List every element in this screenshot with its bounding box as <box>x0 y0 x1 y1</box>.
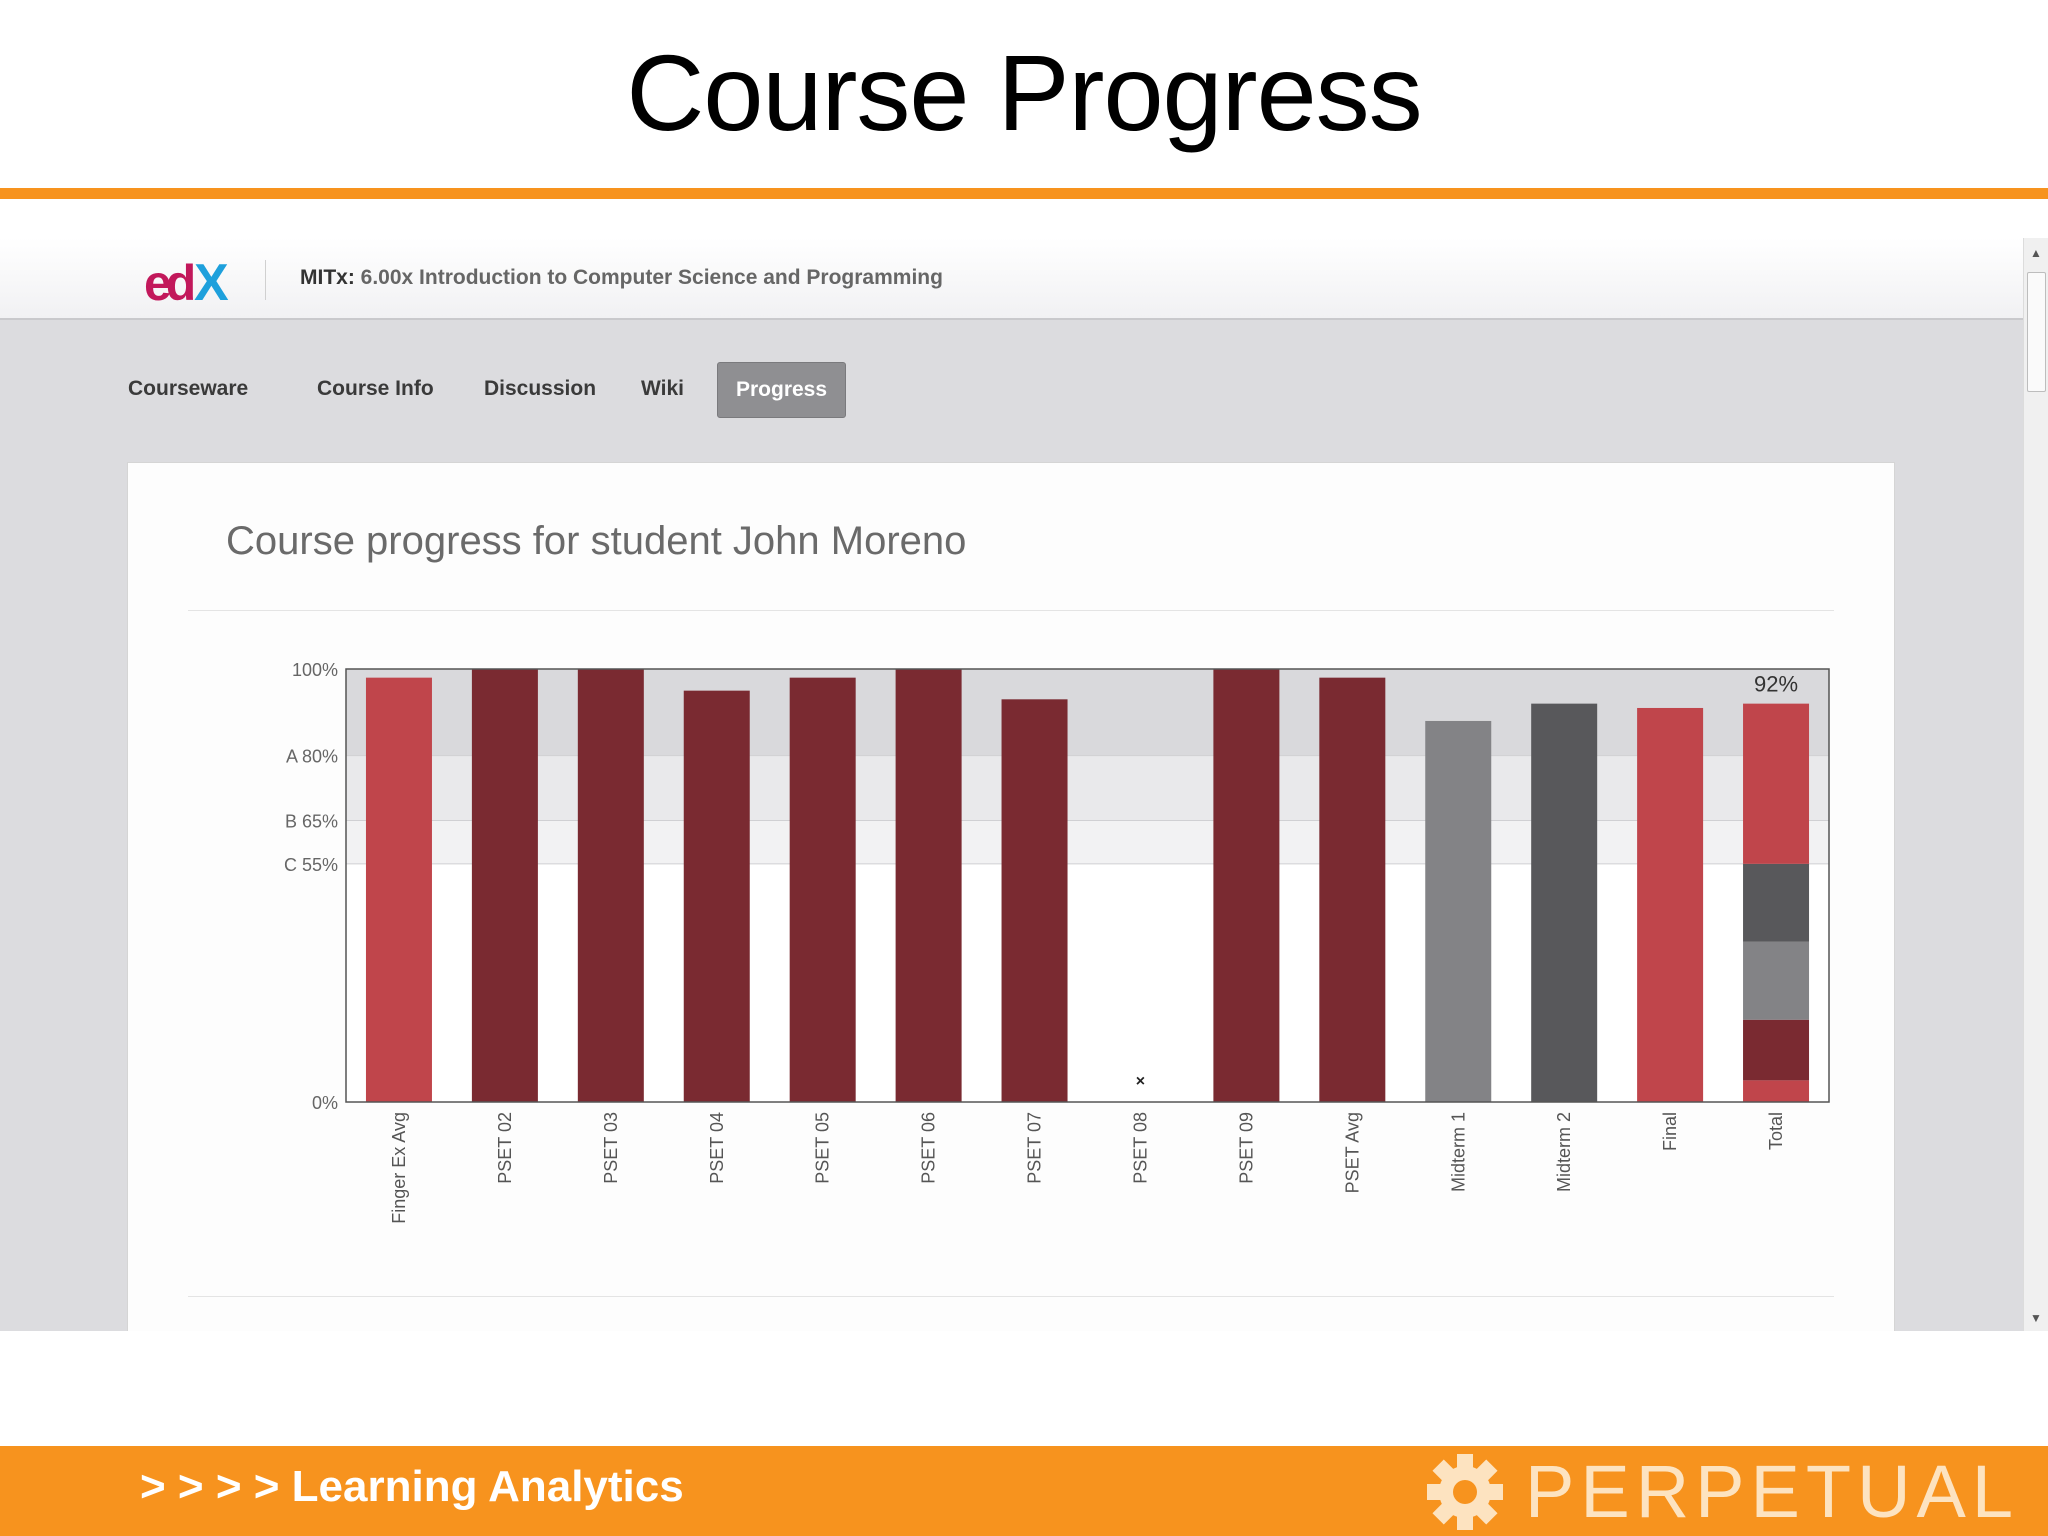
course-org: MITx: <box>300 266 355 289</box>
total-stack-segment <box>1743 1019 1810 1081</box>
title-rule <box>0 188 2048 199</box>
score-bar <box>1637 707 1704 1102</box>
tab-discussion[interactable]: Discussion <box>484 377 597 400</box>
y-tick-label: C 55% <box>284 855 338 875</box>
scrollbar[interactable]: ▲ ▼ <box>2023 238 2048 1331</box>
browser-viewport: ed X MITx: 6.00x Introduction to Compute… <box>0 238 2048 1331</box>
x-tick-label: PSET 02 <box>495 1112 515 1184</box>
progress-heading: Course progress for student John Moreno <box>226 519 967 563</box>
y-tick-label: 0% <box>312 1093 338 1113</box>
score-bar <box>683 690 750 1102</box>
scroll-up-arrow-icon[interactable]: ▲ <box>2030 246 2042 260</box>
score-bar <box>1531 703 1598 1102</box>
grade-band-fail <box>346 863 1829 1102</box>
scroll-thumb[interactable] <box>2027 272 2046 392</box>
progress-chart: 100% A 80% B 65% C 55% 0% Finger Ex Avg PSET 0… <box>284 660 1830 1224</box>
edx-header: ed X MITx: 6.00x Introduction to Compute… <box>0 238 2024 320</box>
score-bar <box>577 669 644 1102</box>
total-stack-segment <box>1743 1080 1810 1102</box>
svg-text:X: X <box>194 256 229 308</box>
y-tick-label: A 80% <box>286 747 338 767</box>
missing-score-marker: × <box>1136 1073 1145 1090</box>
y-tick-label: B 65% <box>285 812 338 832</box>
score-bar <box>1319 677 1386 1102</box>
score-bar <box>1001 699 1068 1102</box>
score-bar <box>1213 669 1280 1102</box>
grade-band-a <box>346 669 1829 756</box>
x-tick-label: PSET 05 <box>813 1112 833 1184</box>
score-bar <box>365 677 432 1102</box>
tab-wiki[interactable]: Wiki <box>641 377 684 400</box>
score-bar <box>895 669 962 1102</box>
footer-bar: > > > > Learning Analytics PERPETUAL <box>0 1446 2048 1536</box>
tab-progress[interactable]: Progress <box>717 362 847 418</box>
y-tick-label: 100% <box>292 660 338 680</box>
slide-title: Course Progress <box>626 32 1422 153</box>
x-tick-label: PSET 08 <box>1130 1112 1150 1184</box>
x-tick-label: PSET 06 <box>919 1112 939 1184</box>
course-name: 6.00x Introduction to Computer Science a… <box>360 266 943 289</box>
grade-band-c <box>346 820 1829 864</box>
x-tick-label: PSET 07 <box>1025 1112 1045 1184</box>
perpetual-wordmark: PERPETUAL <box>1525 1450 2020 1533</box>
x-tick-label: Total <box>1766 1112 1786 1150</box>
total-stack-segment <box>1743 941 1810 1020</box>
total-stack-segment <box>1743 863 1810 942</box>
x-tick-label: Midterm 2 <box>1554 1112 1574 1192</box>
header-divider <box>265 260 266 300</box>
chart-bottom-rule <box>188 1296 1834 1297</box>
total-stack-segment <box>1743 703 1810 864</box>
total-value-label: 92% <box>1754 672 1798 697</box>
score-bar <box>1425 720 1492 1102</box>
x-tick-label: PSET 09 <box>1236 1112 1256 1184</box>
x-tick-label: PSET 04 <box>707 1112 727 1184</box>
tab-course-info[interactable]: Course Info <box>317 377 434 400</box>
x-tick-label: Midterm 1 <box>1448 1112 1468 1192</box>
gear-icon <box>1427 1454 1503 1530</box>
x-tick-label: Final <box>1660 1112 1680 1151</box>
score-bar <box>471 669 538 1102</box>
course-title: MITx: 6.00x Introduction to Computer Sci… <box>300 266 943 290</box>
scroll-down-arrow-icon[interactable]: ▼ <box>2030 1311 2042 1325</box>
x-tick-label: Finger Ex Avg <box>389 1112 409 1224</box>
grade-band-b <box>346 755 1829 821</box>
progress-panel: Course progress for student John Moreno … <box>127 462 1895 1331</box>
svg-text:ed: ed <box>144 256 194 308</box>
edx-logo[interactable]: ed X <box>144 256 244 308</box>
score-bar <box>789 677 856 1102</box>
plot-frame <box>345 668 1830 1103</box>
x-tick-label: PSET 03 <box>601 1112 621 1184</box>
heading-rule <box>188 610 1834 611</box>
x-tick-label: PSET Avg <box>1342 1112 1362 1193</box>
footer-text: > > > > Learning Analytics <box>140 1462 684 1511</box>
tab-courseware[interactable]: Courseware <box>128 377 249 400</box>
